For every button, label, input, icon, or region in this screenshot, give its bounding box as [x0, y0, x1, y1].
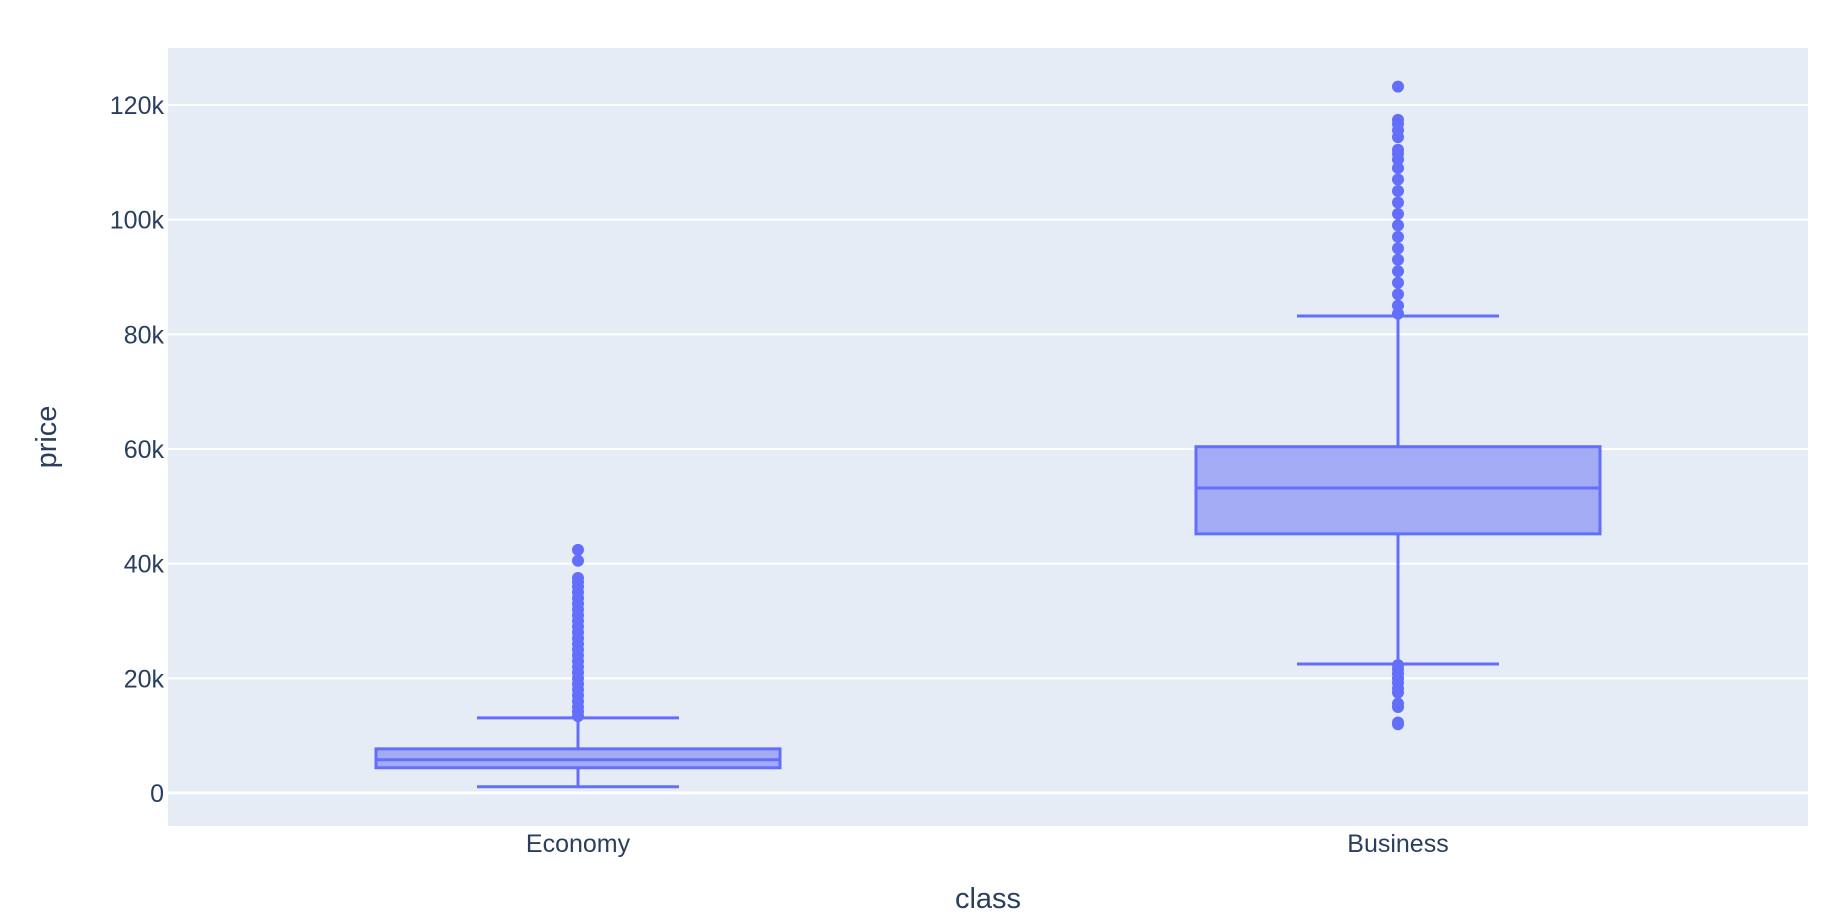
- outlier-point: [1392, 265, 1404, 278]
- box-economy: [374, 543, 782, 789]
- iqr-box: [1194, 445, 1602, 536]
- outlier-point: [572, 572, 584, 584]
- outlier-point: [1392, 697, 1404, 710]
- outlier-point: [572, 543, 584, 556]
- x-axis-title: class: [955, 883, 1021, 915]
- y-tick-label: 60k: [124, 436, 165, 464]
- y-tick-label: 80k: [124, 321, 165, 349]
- outlier-point: [572, 554, 584, 567]
- plot-area: [168, 48, 1808, 826]
- x-tick-labels: Economy Business: [526, 830, 1449, 858]
- x-tick-label: Business: [1347, 830, 1448, 858]
- outlier-point: [1392, 716, 1404, 729]
- y-tick-label: 20k: [124, 665, 165, 693]
- outlier-point: [1392, 230, 1404, 243]
- outlier-point: [1392, 299, 1404, 312]
- outlier-point: [1392, 219, 1404, 232]
- y-tick-label: 0: [150, 780, 164, 808]
- outlier-point: [1392, 253, 1404, 266]
- outlier-point: [1392, 113, 1404, 126]
- outlier-point: [1392, 207, 1404, 220]
- outlier-point: [1392, 143, 1404, 156]
- outlier-point: [1392, 276, 1404, 289]
- outlier-point: [1392, 659, 1404, 672]
- outlier-point: [1392, 185, 1404, 197]
- outlier-point: [1392, 196, 1404, 209]
- outlier-point: [1392, 288, 1404, 301]
- y-tick-labels: 0 20k 40k 60k 80k 100k 120k: [110, 92, 165, 808]
- outlier-point: [1392, 162, 1404, 175]
- box-business: [1194, 80, 1602, 731]
- boxes: [374, 80, 1602, 789]
- y-tick-label: 40k: [124, 551, 165, 579]
- gridlines: [168, 104, 1808, 795]
- y-axis-title: price: [31, 406, 63, 469]
- y-tick-label: 100k: [110, 207, 165, 235]
- outlier-point: [1392, 242, 1404, 255]
- y-tick-label: 120k: [110, 92, 165, 120]
- outlier-point: [1392, 80, 1404, 93]
- outlier-point: [1392, 173, 1404, 186]
- x-tick-label: Economy: [526, 830, 631, 858]
